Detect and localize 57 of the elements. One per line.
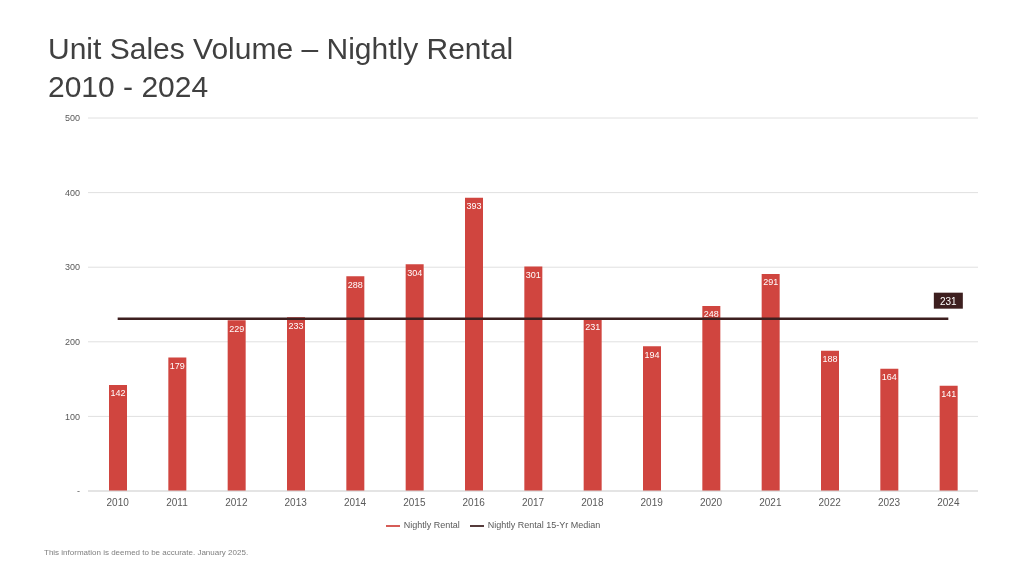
data-label: 301 (525, 269, 541, 280)
data-label: 194 (644, 349, 660, 360)
y-tick-label: 400 (64, 187, 80, 198)
x-tick-label: 2013 (284, 497, 308, 509)
chart-subtitle: 2010 - 2024 (48, 69, 210, 105)
x-tick-label: 2015 (403, 497, 426, 509)
data-label: 142 (110, 388, 126, 399)
bar (643, 346, 661, 491)
x-tick-label: 2021 (759, 497, 782, 509)
bar (465, 197, 483, 491)
bar (524, 266, 543, 491)
data-label: 141 (941, 389, 957, 400)
bar (821, 350, 839, 491)
x-tick-label: 2018 (581, 497, 604, 509)
y-tick-label: - (77, 486, 80, 497)
x-tick-label: 2024 (937, 497, 960, 509)
data-label: 288 (347, 279, 363, 290)
x-tick-label: 2011 (166, 497, 189, 509)
y-tick-label: 100 (64, 411, 80, 422)
data-label: 393 (466, 201, 482, 212)
data-label: 229 (229, 323, 245, 334)
x-tick-label: 2020 (699, 497, 723, 509)
bar (287, 317, 305, 491)
bar (939, 385, 958, 491)
data-label: 188 (822, 354, 838, 365)
x-tick-label: 2022 (818, 497, 842, 509)
data-label: 164 (881, 372, 897, 383)
text: This information is deemed to be accurate. January 2025. (44, 548, 249, 557)
y-tick-label: 200 (64, 336, 80, 347)
data-label: 231 (939, 295, 958, 307)
bar (761, 273, 780, 491)
bar (168, 357, 187, 491)
y-tick-label: 500 (64, 113, 80, 124)
bar (227, 320, 246, 491)
bar (109, 385, 127, 491)
x-tick-label: 2014 (343, 497, 367, 509)
data-label: 304 (407, 267, 423, 278)
x-tick-label: 2012 (225, 497, 248, 509)
bar (880, 368, 899, 491)
x-tick-label: 2016 (462, 497, 486, 509)
bar (346, 276, 365, 491)
x-tick-label: 2023 (877, 497, 901, 509)
legend-label: Nightly Rental (403, 520, 460, 531)
bar (405, 264, 424, 491)
bar (702, 305, 721, 491)
data-label: 231 (585, 322, 601, 333)
x-tick-label: 2017 (521, 497, 545, 509)
data-label: 233 (288, 320, 304, 331)
chart-title: Unit Sales Volume – Nightly Rental (48, 31, 514, 67)
y-tick-label: 300 (64, 262, 80, 273)
legend-label: Nightly Rental 15-Yr Median (487, 520, 601, 531)
data-label: 179 (169, 360, 185, 371)
x-tick-label: 2019 (640, 497, 664, 509)
data-label: 291 (763, 277, 779, 288)
x-tick-label: 2010 (106, 497, 130, 509)
data-label: 248 (703, 309, 719, 320)
bar (583, 318, 602, 491)
